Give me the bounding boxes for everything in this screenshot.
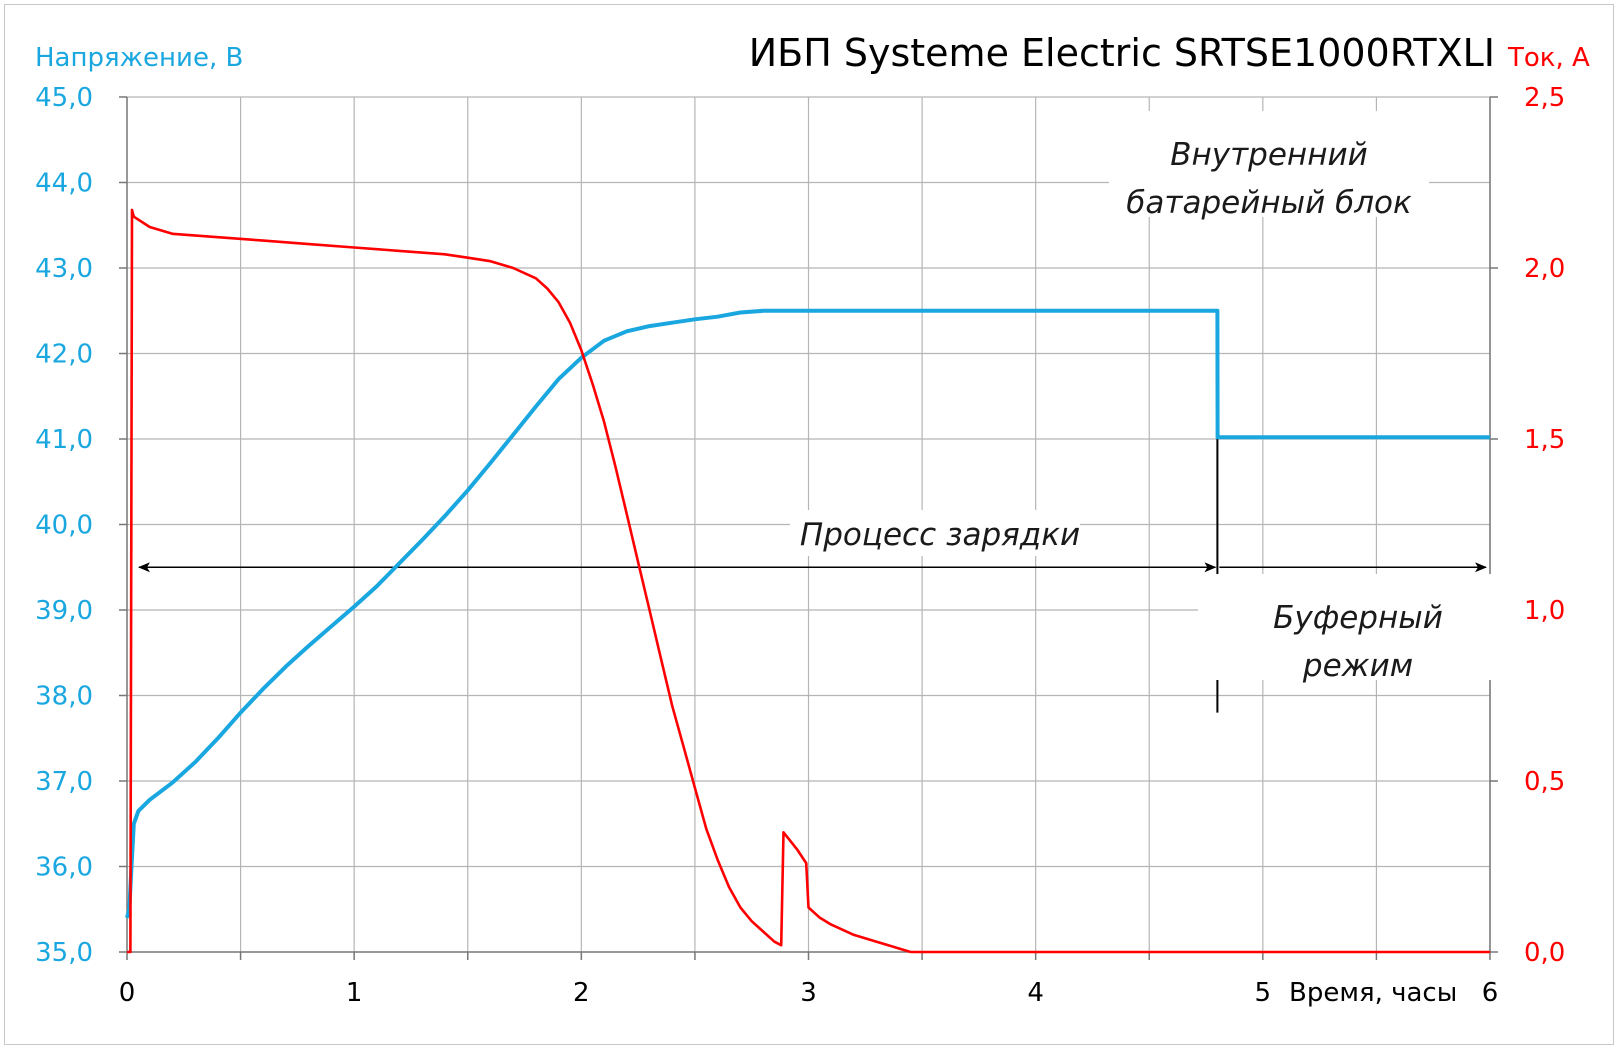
y-left-tick-label: 38,0 [35,682,93,712]
annotation-buffer-mode-background [1198,574,1518,680]
y-left-tick-label: 42,0 [35,340,93,370]
x-tick-label: 6 [1482,978,1499,1008]
y-right-tick-label: 0,0 [1524,938,1565,968]
y-right-tick-label: 2,5 [1524,83,1565,113]
left-axis-label: Напряжение, В [35,43,243,73]
annotation-internal-battery: Внутренний [1170,137,1368,173]
series-layer [125,208,1490,954]
y-right-tick-label: 1,0 [1524,596,1565,626]
chart-frame [4,4,1614,1045]
y-left-tick-label: 43,0 [35,254,93,284]
y-right-tick-label: 2,0 [1524,254,1565,284]
annotation-internal-battery: батарейный блок [1126,185,1412,221]
x-tick-label: 4 [1027,978,1044,1008]
x-tick-label: 5 [1255,978,1272,1008]
y-right-tick-label: 1,5 [1524,425,1565,455]
y-left-tick-label: 39,0 [35,596,93,626]
x-tick-label: 2 [573,978,590,1008]
annotation-internal-battery-background [1109,111,1429,217]
y-left-tick-label: 36,0 [35,853,93,883]
x-axis-label: Время, часы [1289,978,1457,1008]
y-left-tick-label: 35,0 [35,938,93,968]
chart-title: ИБП Systeme Electric SRTSE1000RTXLI [749,31,1495,75]
x-tick-label: 0 [119,978,136,1008]
y-left-tick-label: 40,0 [35,511,93,541]
annotation-buffer-mode: режим [1302,648,1413,684]
x-tick-label: 1 [346,978,363,1008]
annotation-charging-background [790,510,1080,556]
voltage-series-line [125,308,1490,919]
y-left-tick-label: 44,0 [35,169,93,199]
tick-labels: 35,036,037,038,039,040,041,042,043,044,0… [35,83,1565,1008]
annotation-buffer-mode: Буферный [1273,600,1443,636]
y-left-tick-label: 41,0 [35,425,93,455]
annotations: Внутренний батарейный блок Буферный режим Пр… [138,111,1518,713]
right-axis-label: Ток, А [1507,43,1590,73]
y-left-tick-label: 37,0 [35,767,93,797]
x-tick-label: 3 [800,978,817,1008]
current-series-line [127,208,1490,954]
y-right-tick-label: 0,5 [1524,767,1565,797]
annotation-charging-process: Процесс зарядки [800,517,1080,553]
y-left-tick-label: 45,0 [35,83,93,113]
